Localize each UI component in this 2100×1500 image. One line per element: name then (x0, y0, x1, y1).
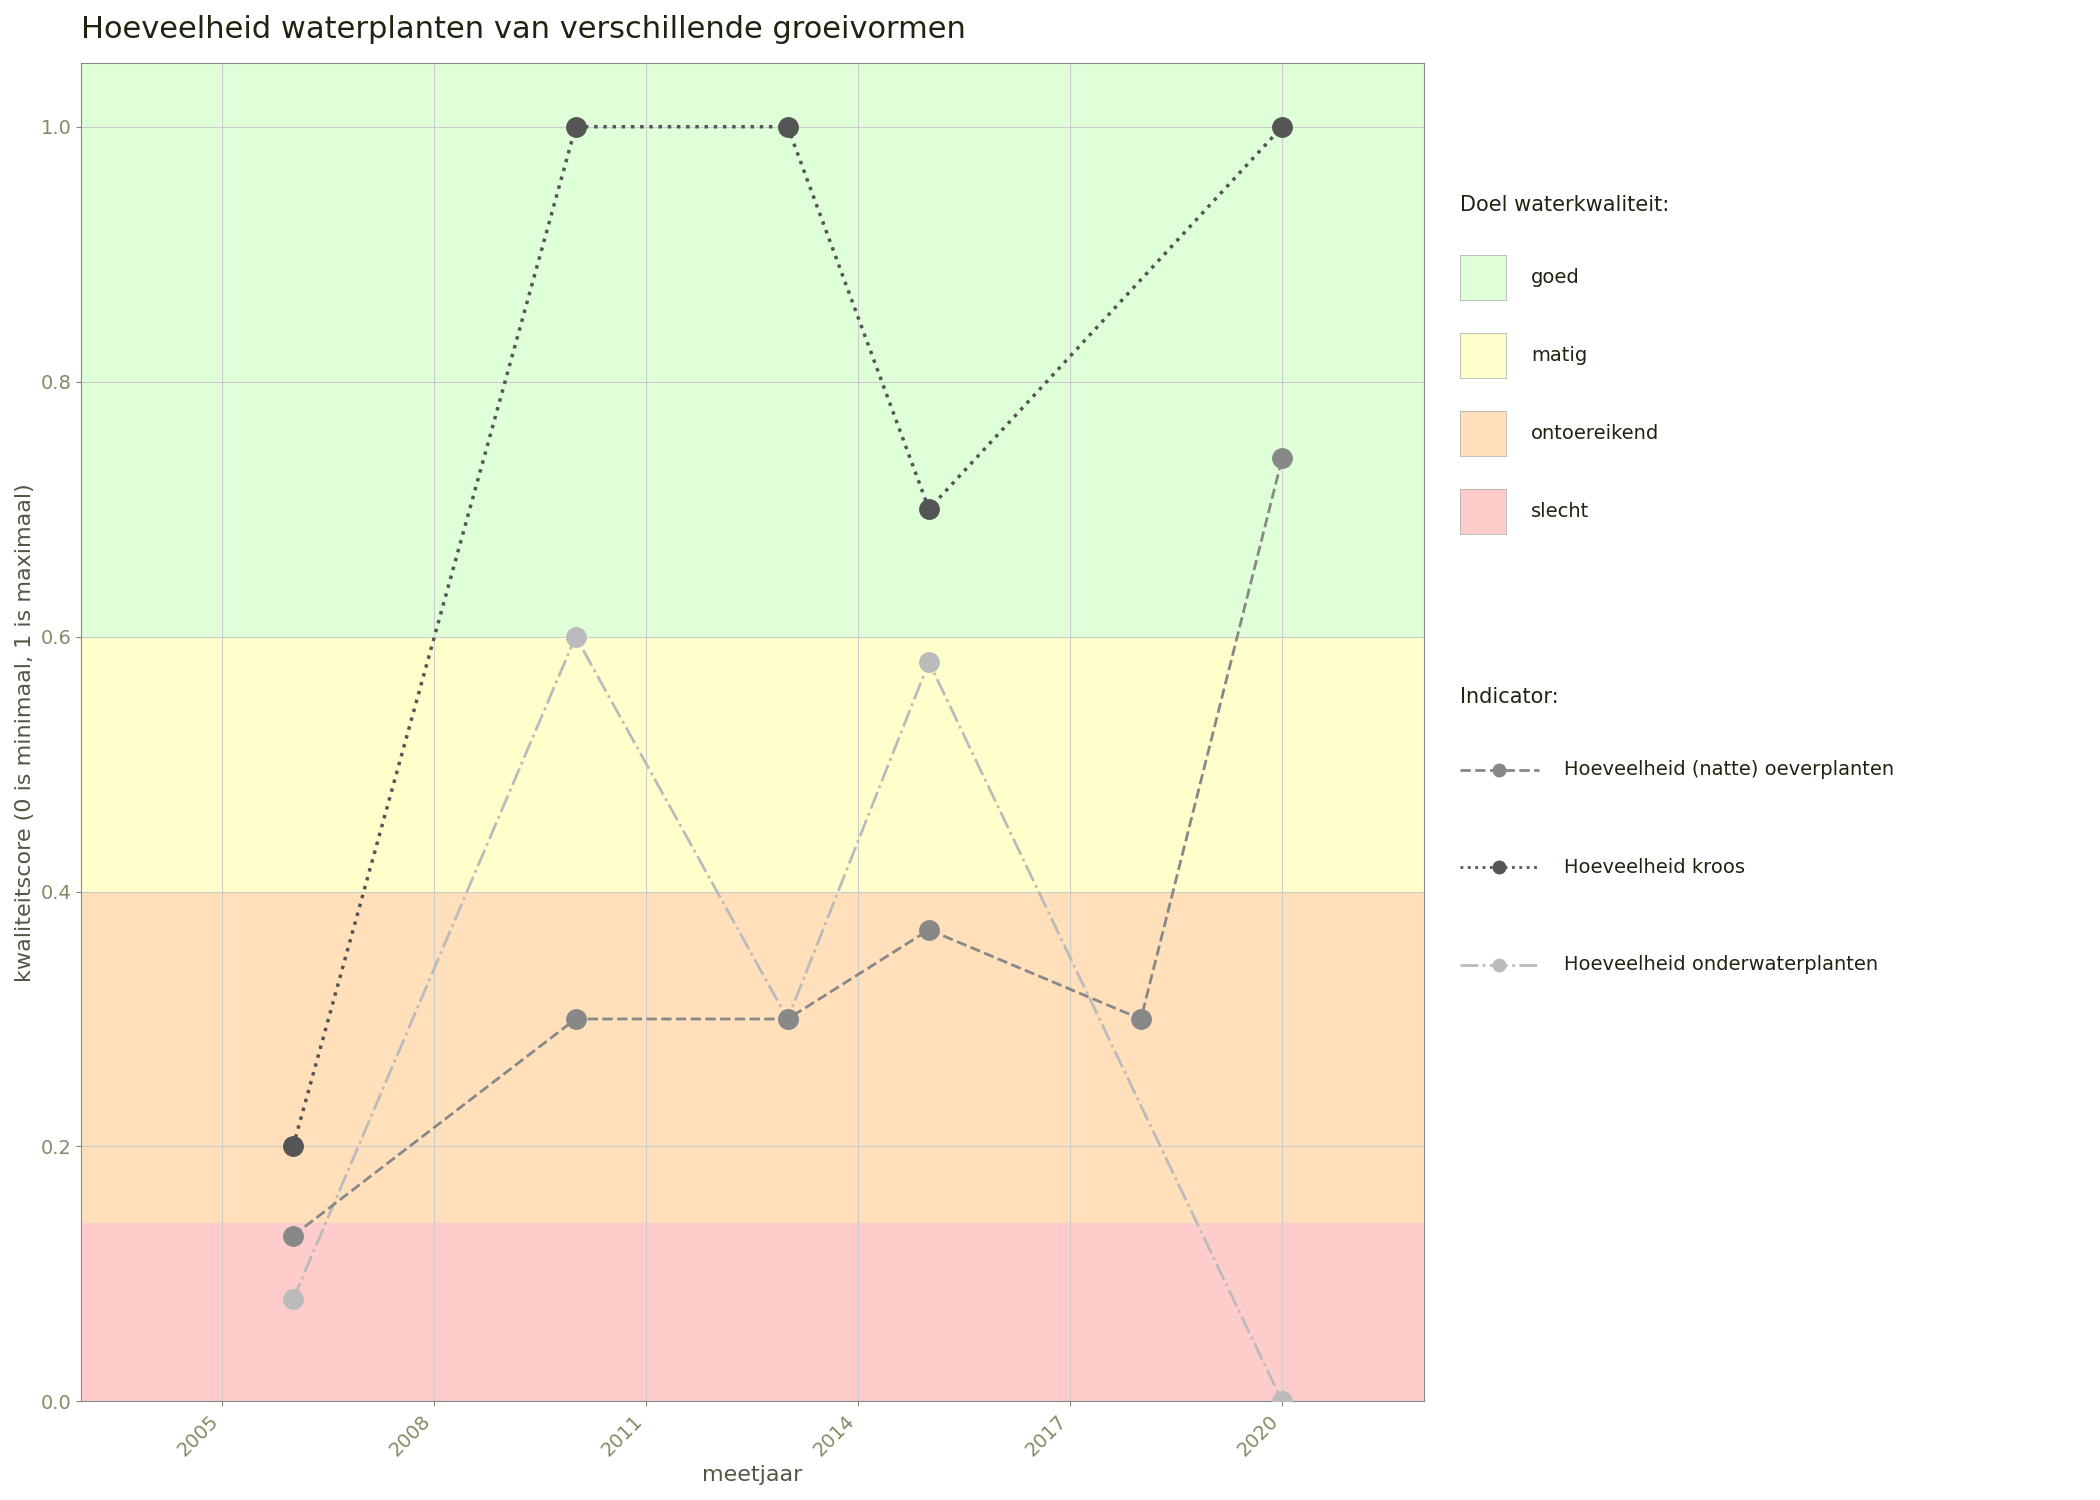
Bar (82, 636, 1424, 891)
Text: goed: goed (1531, 268, 1579, 286)
Line: Hoeveelheid kroos: Hoeveelheid kroos (284, 117, 1292, 1156)
Hoeveelheid onderwaterplanten (563, 627, 588, 645)
Hoeveelheid (natte) oeverplanten (1128, 1010, 1153, 1028)
Line: Hoeveelheid onderwaterplanten: Hoeveelheid onderwaterplanten (284, 627, 1292, 1412)
Hoeveelheid (natte) oeverplanten (281, 1227, 307, 1245)
Hoeveelheid (natte) oeverplanten (775, 1010, 800, 1028)
Hoeveelheid (natte) oeverplanten (563, 1010, 588, 1028)
Hoeveelheid kroos (281, 1137, 307, 1155)
Text: Hoeveelheid onderwaterplanten: Hoeveelheid onderwaterplanten (1564, 956, 1880, 974)
Hoeveelheid kroos (563, 117, 588, 135)
Hoeveelheid onderwaterplanten (775, 1010, 800, 1028)
Hoeveelheid onderwaterplanten (916, 652, 941, 670)
Text: Doel waterkwaliteit:: Doel waterkwaliteit: (1460, 195, 1670, 214)
Bar (82, 1222, 1424, 1401)
Hoeveelheid onderwaterplanten (1270, 1392, 1296, 1410)
Text: Indicator:: Indicator: (1460, 687, 1558, 706)
Bar (82, 891, 1424, 1222)
Hoeveelheid onderwaterplanten (281, 1290, 307, 1308)
Text: slecht: slecht (1531, 503, 1590, 520)
Line: Hoeveelheid (natte) oeverplanten: Hoeveelheid (natte) oeverplanten (284, 448, 1292, 1245)
Hoeveelheid (natte) oeverplanten (1270, 448, 1296, 466)
Hoeveelheid kroos (1270, 117, 1296, 135)
Hoeveelheid kroos (916, 500, 941, 517)
Text: Hoeveelheid kroos: Hoeveelheid kroos (1564, 858, 1745, 876)
Text: Hoeveelheid waterplanten van verschillende groeivormen: Hoeveelheid waterplanten van verschillen… (82, 15, 966, 44)
Hoeveelheid (natte) oeverplanten (916, 921, 941, 939)
Bar (82, 63, 1424, 636)
Y-axis label: kwaliteitscore (0 is minimaal, 1 is maximaal): kwaliteitscore (0 is minimaal, 1 is maxi… (15, 483, 36, 981)
Text: matig: matig (1531, 346, 1588, 364)
Hoeveelheid kroos (775, 117, 800, 135)
X-axis label: meetjaar: meetjaar (701, 1466, 802, 1485)
Text: Hoeveelheid (natte) oeverplanten: Hoeveelheid (natte) oeverplanten (1564, 760, 1894, 778)
Text: ontoereikend: ontoereikend (1531, 424, 1659, 442)
